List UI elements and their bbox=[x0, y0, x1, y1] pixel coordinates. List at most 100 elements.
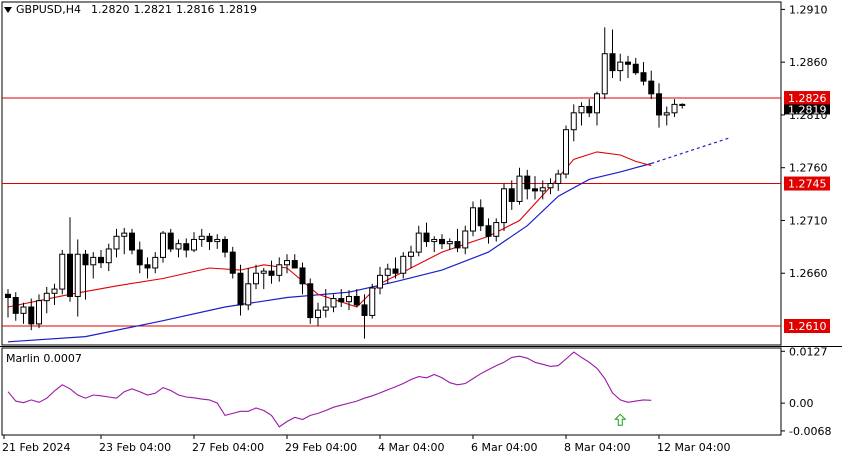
oscillator-line bbox=[7, 351, 652, 428]
candle-body bbox=[276, 264, 283, 276]
candle-body bbox=[322, 306, 329, 311]
candle-body bbox=[229, 251, 236, 274]
slow-moving-average-projection bbox=[651, 137, 729, 165]
candle-body bbox=[454, 241, 461, 249]
candle-body bbox=[268, 270, 275, 276]
candle-body bbox=[206, 235, 213, 243]
candle-body bbox=[431, 238, 438, 243]
candle-body bbox=[501, 188, 507, 224]
candle-body bbox=[152, 256, 159, 269]
candle-body bbox=[105, 248, 112, 264]
price-level-badge bbox=[784, 176, 830, 191]
candle-body bbox=[555, 173, 562, 185]
candle-body bbox=[485, 225, 492, 237]
candle-body bbox=[121, 232, 128, 237]
candle-body bbox=[539, 187, 546, 192]
close-price: 1.2819 bbox=[218, 3, 257, 16]
price-level-badge bbox=[784, 319, 830, 334]
candle-body bbox=[253, 272, 259, 285]
open-price: 1.2820 bbox=[90, 3, 130, 16]
candle-body bbox=[470, 207, 476, 232]
candle-body bbox=[671, 103, 678, 114]
candle-body bbox=[291, 260, 298, 269]
high-price: 1.2821 bbox=[133, 3, 172, 16]
candle-body bbox=[369, 287, 376, 316]
candle-body bbox=[144, 264, 151, 269]
candle-body bbox=[67, 253, 73, 297]
candle-body bbox=[167, 232, 174, 250]
candle-body bbox=[632, 63, 639, 74]
candle-body bbox=[361, 304, 368, 316]
candle-body bbox=[307, 283, 314, 319]
current-price-badge bbox=[784, 104, 830, 115]
candle-body bbox=[245, 283, 252, 306]
candle-body bbox=[214, 238, 221, 243]
price-level-badge bbox=[784, 91, 830, 106]
candle-body bbox=[51, 288, 58, 294]
candle-body bbox=[98, 256, 104, 264]
candle-body bbox=[617, 61, 624, 72]
oscillator-axis-label: -0.0068 bbox=[789, 425, 831, 438]
candle-body bbox=[462, 230, 469, 249]
candle-body bbox=[679, 103, 686, 106]
candle-body bbox=[284, 260, 290, 266]
candle-body bbox=[59, 253, 66, 290]
time-axis-label: 27 Feb 04:00 bbox=[192, 441, 264, 454]
price-axis-label: 1.2860 bbox=[789, 56, 828, 69]
current-price-label: 1.2819 bbox=[788, 103, 827, 116]
candle-body bbox=[43, 292, 50, 302]
up-arrow-signal-icon bbox=[614, 413, 627, 426]
candle-body bbox=[12, 297, 19, 314]
candle-body bbox=[136, 249, 143, 266]
candle-body bbox=[129, 232, 135, 251]
low-price: 1.2816 bbox=[175, 3, 215, 16]
candle-body bbox=[346, 295, 352, 303]
candle-body bbox=[578, 105, 585, 114]
price-panel-frame bbox=[1, 1, 782, 346]
candle-body bbox=[74, 253, 81, 297]
candle-body bbox=[493, 222, 500, 237]
candle-body bbox=[338, 298, 345, 303]
symbol-label: GBPUSD,H4 bbox=[16, 3, 81, 16]
candle-body bbox=[260, 270, 267, 274]
candle-body bbox=[570, 112, 577, 131]
candle-body bbox=[183, 243, 190, 251]
oscillator-panel-frame bbox=[1, 347, 782, 436]
candle-body bbox=[532, 188, 538, 192]
candle-body bbox=[423, 232, 430, 243]
candle-body bbox=[191, 238, 197, 251]
candle-body bbox=[299, 267, 306, 285]
candle-body bbox=[609, 53, 616, 72]
candle-body bbox=[160, 232, 166, 258]
candle-body bbox=[198, 235, 205, 240]
fast-moving-average-line bbox=[7, 151, 652, 308]
candle-body bbox=[400, 255, 407, 274]
price-axis-label: 1.2760 bbox=[789, 162, 828, 175]
candle-body bbox=[547, 183, 554, 189]
candle-body bbox=[377, 274, 383, 289]
candle-body bbox=[408, 251, 414, 257]
candle-body bbox=[446, 241, 453, 245]
collapse-triangle-icon[interactable] bbox=[4, 6, 12, 13]
candle-body bbox=[524, 175, 531, 190]
candle-body bbox=[508, 188, 515, 202]
price-axis-label: 1.2660 bbox=[789, 267, 828, 280]
candle-body bbox=[563, 129, 569, 175]
candle-body bbox=[175, 243, 182, 250]
price-axis-label: 1.2710 bbox=[789, 214, 828, 227]
candle-body bbox=[640, 72, 647, 82]
candle-body bbox=[477, 207, 484, 227]
candle-body bbox=[625, 61, 631, 65]
time-axis-label: 4 Mar 04:00 bbox=[378, 441, 444, 454]
candle-body bbox=[237, 272, 244, 306]
candle-body bbox=[392, 268, 399, 274]
chart-header: GBPUSD,H4 1.2820 1.2821 1.2816 1.2819 bbox=[4, 3, 257, 16]
time-axis-label: 21 Feb 2024 bbox=[2, 441, 70, 454]
price-level-label: 1.2610 bbox=[788, 320, 827, 333]
candle-body bbox=[439, 238, 445, 245]
candle-body bbox=[5, 293, 11, 299]
candle-body bbox=[90, 256, 97, 266]
oscillator-axis-label: 0.0127 bbox=[789, 345, 828, 358]
